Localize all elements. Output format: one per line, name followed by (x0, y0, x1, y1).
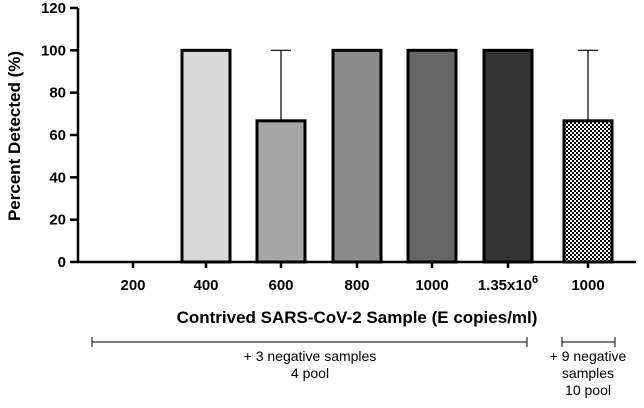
y-tick-label: 120 (41, 0, 66, 17)
y-tick-label: 100 (41, 42, 66, 59)
x-tick-label: 1000 (571, 277, 604, 294)
y-axis-title: Percent Detected (%) (5, 51, 24, 221)
y-tick-label: 40 (49, 169, 66, 186)
group-label: 10 pool (565, 382, 611, 398)
error-bars (271, 49, 598, 121)
y-tick-label: 60 (49, 127, 66, 144)
group-label: 4 pool (291, 365, 329, 381)
x-axis-title: Contrived SARS-CoV-2 Sample (E copies/ml… (177, 308, 538, 327)
bar (331, 48, 383, 264)
x-tick-label: 800 (344, 277, 369, 294)
group-label: samples (562, 365, 614, 381)
bar (255, 119, 307, 264)
x-axis: 200 400 600 800 1000 1.35x106 1000 (120, 262, 605, 294)
y-tick-label: 20 (49, 212, 66, 229)
y-tick-label: 0 (58, 254, 66, 271)
x-tick-label: 1000 (415, 277, 448, 294)
y-tick-label: 80 (49, 85, 66, 102)
group-label: + 9 negative (550, 348, 627, 364)
bar (406, 48, 458, 264)
bar (180, 48, 232, 264)
x-tick-label: 400 (193, 277, 218, 294)
y-axis: 0 20 40 60 80 100 120 (41, 0, 78, 271)
bar-series (180, 48, 614, 264)
bar (482, 48, 534, 264)
x-tick-label: 1.35x106 (478, 274, 538, 294)
bar (562, 119, 614, 264)
x-tick-label: 600 (268, 277, 293, 294)
group-label: + 3 negative samples (244, 348, 377, 364)
x-tick-label: 200 (120, 277, 145, 294)
